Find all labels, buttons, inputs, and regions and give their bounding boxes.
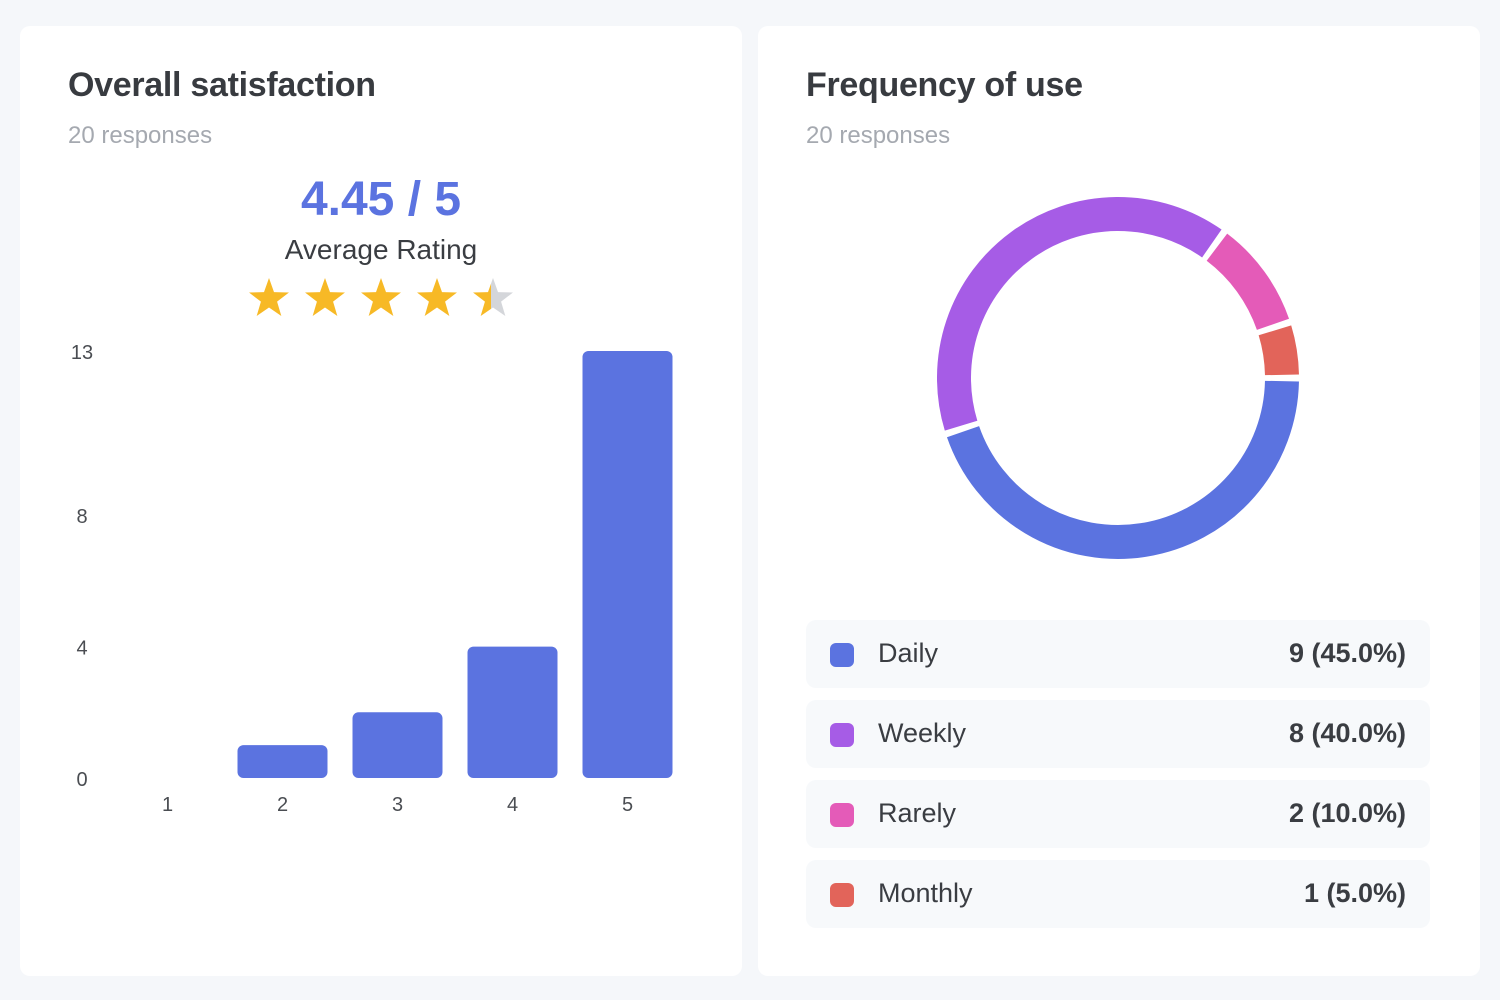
x-tick-label-2: 2 bbox=[277, 794, 288, 816]
x-tick-label-1: 1 bbox=[162, 794, 173, 816]
legend-label-rarely: Rarely bbox=[878, 798, 957, 828]
frequency-response-count: 20 responses bbox=[806, 122, 951, 149]
frequency-legend: Daily 9 (45.0%) Weekly 8 (40.0%) Rarely … bbox=[806, 620, 1430, 940]
legend-label-weekly: Weekly bbox=[878, 718, 967, 748]
x-tick-label-3: 3 bbox=[392, 794, 403, 816]
legend-value-rarely: 2 (10.0%) bbox=[1288, 798, 1406, 828]
y-tick-label-4: 4 bbox=[76, 638, 87, 660]
legend-item-daily: Daily 9 (45.0%) bbox=[806, 620, 1430, 688]
star-3-icon bbox=[361, 278, 401, 316]
satisfaction-title: Overall satisfaction bbox=[68, 66, 376, 104]
satisfaction-response-count: 20 responses bbox=[68, 122, 213, 149]
bar-rating-3 bbox=[352, 712, 443, 778]
frequency-card: Frequency of use 20 responses Daily 9 (4… bbox=[758, 26, 1480, 976]
satisfaction-card: Overall satisfaction 20 responses 4.45 /… bbox=[20, 26, 742, 976]
legend-value-daily: 9 (45.0%) bbox=[1288, 638, 1406, 668]
star-5-icon bbox=[473, 278, 513, 316]
legend-label-daily: Daily bbox=[878, 638, 939, 668]
donut-slice-monthly bbox=[1258, 325, 1299, 376]
y-tick-label-8: 8 bbox=[76, 506, 87, 528]
star-rating bbox=[249, 278, 513, 316]
donut-slice-daily bbox=[946, 380, 1299, 559]
satisfaction-bar-chart: 0 4 8 13 1 2 3 4 5 bbox=[71, 342, 673, 816]
legend-swatch-daily bbox=[830, 643, 854, 667]
bar-rating-5 bbox=[582, 351, 673, 778]
frequency-donut-chart bbox=[937, 197, 1299, 559]
x-tick-label-4: 4 bbox=[507, 794, 518, 816]
legend-value-monthly: 1 (5.0%) bbox=[1303, 878, 1406, 908]
legend-swatch-rarely bbox=[830, 803, 854, 827]
legend-value-weekly: 8 (40.0%) bbox=[1288, 718, 1406, 748]
bar-rating-4 bbox=[467, 646, 558, 778]
x-tick-label-5: 5 bbox=[622, 794, 633, 816]
average-rating-label: Average Rating bbox=[284, 234, 478, 265]
legend-item-rarely: Rarely 2 (10.0%) bbox=[806, 780, 1430, 848]
legend-label-monthly: Monthly bbox=[878, 878, 973, 908]
average-rating-value: 4.45 / 5 bbox=[300, 173, 462, 226]
y-tick-label-0: 0 bbox=[76, 769, 87, 791]
legend-swatch-weekly bbox=[830, 723, 854, 747]
legend-item-monthly: Monthly 1 (5.0%) bbox=[806, 860, 1430, 928]
star-2-icon bbox=[305, 278, 345, 316]
donut-slice-weekly bbox=[937, 197, 1222, 431]
star-1-icon bbox=[249, 278, 289, 316]
legend-item-weekly: Weekly 8 (40.0%) bbox=[806, 700, 1430, 768]
frequency-title: Frequency of use bbox=[806, 66, 1083, 104]
bar-rating-2 bbox=[237, 745, 328, 778]
donut-slice-rarely bbox=[1206, 233, 1290, 331]
y-tick-label-13: 13 bbox=[71, 342, 93, 364]
star-4-icon bbox=[417, 278, 457, 316]
legend-swatch-monthly bbox=[830, 883, 854, 907]
